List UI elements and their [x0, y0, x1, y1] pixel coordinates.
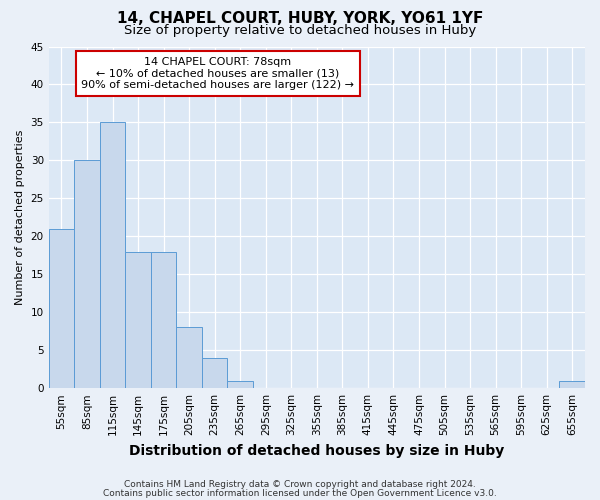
Bar — [559, 380, 585, 388]
Text: 14, CHAPEL COURT, HUBY, YORK, YO61 1YF: 14, CHAPEL COURT, HUBY, YORK, YO61 1YF — [117, 11, 483, 26]
Text: Size of property relative to detached houses in Huby: Size of property relative to detached ho… — [124, 24, 476, 37]
Text: 14 CHAPEL COURT: 78sqm  
← 10% of detached houses are smaller (13)
90% of semi-d: 14 CHAPEL COURT: 78sqm ← 10% of detached… — [81, 57, 354, 90]
Bar — [202, 358, 227, 388]
Text: Contains HM Land Registry data © Crown copyright and database right 2024.: Contains HM Land Registry data © Crown c… — [124, 480, 476, 489]
Bar — [74, 160, 100, 388]
Bar — [100, 122, 125, 388]
Bar — [49, 228, 74, 388]
Bar — [227, 380, 253, 388]
X-axis label: Distribution of detached houses by size in Huby: Distribution of detached houses by size … — [129, 444, 505, 458]
Y-axis label: Number of detached properties: Number of detached properties — [15, 130, 25, 305]
Bar — [151, 252, 176, 388]
Bar — [176, 328, 202, 388]
Text: Contains public sector information licensed under the Open Government Licence v3: Contains public sector information licen… — [103, 488, 497, 498]
Bar — [125, 252, 151, 388]
